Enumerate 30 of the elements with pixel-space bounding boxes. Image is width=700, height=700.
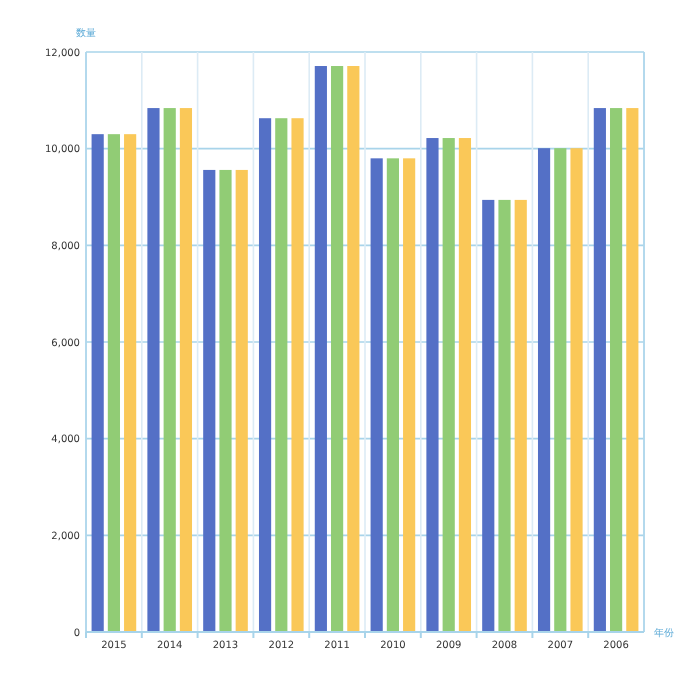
bar xyxy=(482,199,495,632)
bar xyxy=(370,158,383,632)
bar xyxy=(386,158,399,632)
bar xyxy=(235,169,248,632)
bar xyxy=(426,138,439,632)
bar xyxy=(331,66,344,632)
bar xyxy=(537,148,551,632)
bar xyxy=(107,134,120,632)
bar xyxy=(498,199,511,632)
bar xyxy=(314,66,327,632)
bar xyxy=(347,66,360,632)
bar xyxy=(458,138,472,632)
bar xyxy=(514,199,527,632)
bar xyxy=(610,108,623,632)
bar xyxy=(219,169,232,632)
bar xyxy=(626,108,639,632)
bar xyxy=(147,108,160,632)
bar xyxy=(124,134,137,632)
bar xyxy=(258,118,272,632)
bar xyxy=(593,108,606,632)
bar xyxy=(163,108,176,632)
bar xyxy=(91,134,104,632)
bar xyxy=(291,118,304,632)
bar xyxy=(275,118,288,632)
bar xyxy=(203,169,216,632)
bar xyxy=(403,158,416,632)
bar xyxy=(570,148,583,632)
bar xyxy=(442,138,455,632)
bar xyxy=(179,108,193,632)
bar xyxy=(554,148,567,632)
